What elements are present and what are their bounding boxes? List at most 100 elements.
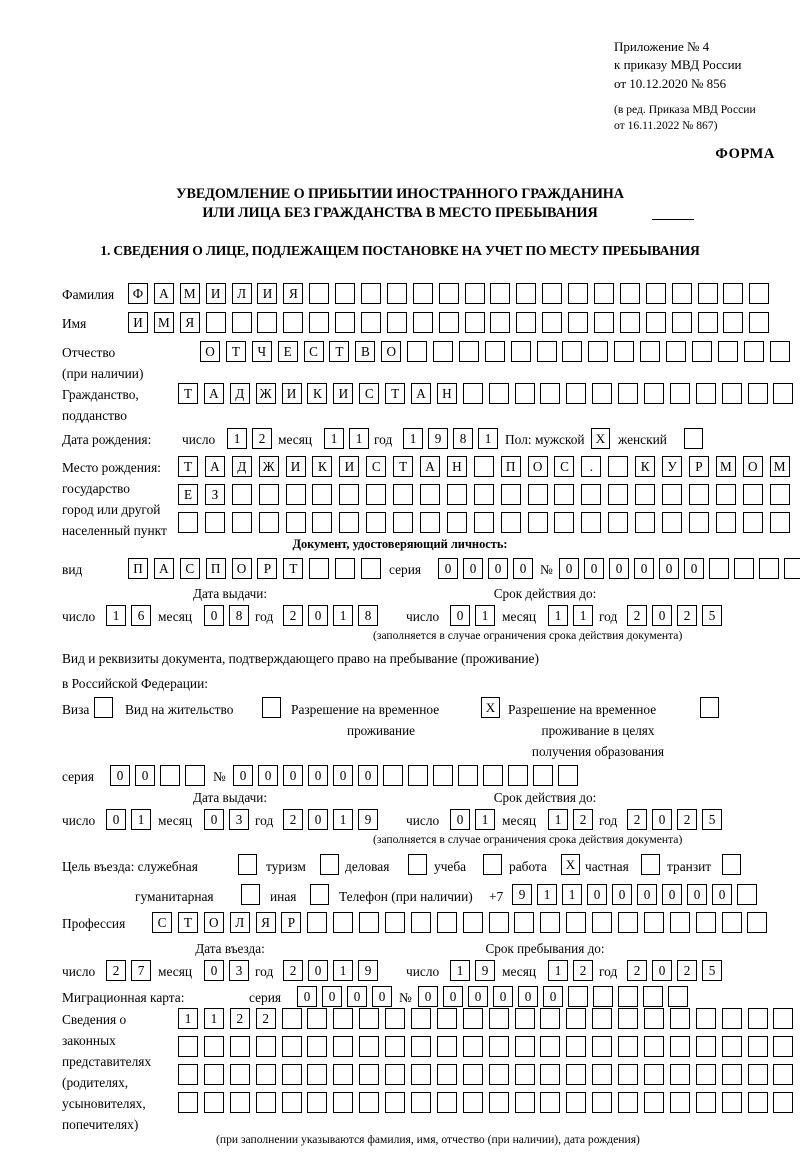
cell[interactable] (723, 312, 744, 333)
cell[interactable] (433, 341, 454, 362)
cell[interactable] (644, 1092, 665, 1113)
cell[interactable] (333, 1008, 354, 1029)
cell[interactable] (411, 1008, 432, 1029)
cell[interactable] (361, 283, 382, 304)
cell[interactable]: 0 (450, 809, 470, 830)
cell[interactable] (255, 1036, 276, 1057)
cell[interactable] (644, 1036, 665, 1057)
cell[interactable] (643, 986, 663, 1007)
cell[interactable]: 0 (513, 558, 533, 579)
legal-rep-row-4[interactable] (178, 1092, 799, 1113)
cell[interactable] (554, 512, 575, 533)
cell[interactable] (668, 986, 688, 1007)
cell[interactable]: 1 (548, 960, 568, 981)
checkbox-purpose-official[interactable] (238, 854, 257, 875)
cell[interactable]: 0 (106, 809, 126, 830)
cell[interactable]: Л (231, 283, 252, 304)
cell[interactable] (446, 484, 467, 505)
cell[interactable] (618, 1064, 639, 1085)
cell[interactable] (669, 1064, 690, 1085)
cell[interactable]: 1 (333, 960, 353, 981)
cell[interactable] (743, 341, 764, 362)
cell[interactable] (312, 512, 333, 533)
cell[interactable] (562, 341, 583, 362)
cell[interactable] (185, 765, 205, 786)
cell[interactable] (333, 1092, 354, 1113)
cell[interactable] (307, 1036, 328, 1057)
cell[interactable]: О (203, 912, 224, 933)
cell[interactable]: 1 (548, 809, 568, 830)
cell[interactable]: 2 (283, 605, 303, 626)
cell[interactable] (255, 1064, 276, 1085)
cell[interactable] (721, 1092, 742, 1113)
cell[interactable] (566, 383, 587, 404)
cell[interactable] (408, 765, 428, 786)
cell[interactable]: 0 (204, 605, 224, 626)
cell[interactable]: К (635, 456, 656, 477)
cell[interactable] (514, 1036, 535, 1057)
checkbox-visa[interactable] (94, 697, 113, 718)
cell[interactable]: . (581, 456, 602, 477)
cell[interactable] (178, 1092, 198, 1113)
checkbox-temp-residence[interactable]: X (481, 697, 500, 718)
cell[interactable] (366, 512, 387, 533)
cell[interactable] (464, 283, 485, 304)
cell[interactable] (635, 512, 656, 533)
cell[interactable] (412, 283, 433, 304)
cell[interactable] (594, 312, 615, 333)
cell[interactable] (309, 312, 330, 333)
cell[interactable] (618, 912, 639, 933)
cell[interactable] (723, 283, 744, 304)
cell[interactable]: М (179, 283, 200, 304)
cell[interactable]: 6 (131, 605, 151, 626)
cell[interactable]: Ч (251, 341, 272, 362)
cell[interactable] (359, 1008, 380, 1029)
cell[interactable]: 0 (687, 884, 707, 905)
checkbox-purpose-work[interactable]: X (561, 854, 580, 875)
cell[interactable] (640, 341, 661, 362)
cell[interactable]: Е (277, 341, 298, 362)
cell[interactable] (773, 383, 794, 404)
cell[interactable]: И (281, 383, 302, 404)
cell[interactable] (669, 383, 690, 404)
cell[interactable] (688, 512, 709, 533)
cell[interactable] (488, 1092, 509, 1113)
cell[interactable] (747, 1036, 768, 1057)
cell[interactable] (558, 765, 578, 786)
cell[interactable]: 9 (358, 809, 378, 830)
cell[interactable] (462, 1092, 483, 1113)
cell[interactable]: П (500, 456, 521, 477)
cell[interactable] (669, 912, 690, 933)
cell[interactable] (662, 484, 683, 505)
cell[interactable] (231, 484, 252, 505)
cell[interactable] (359, 912, 380, 933)
cell[interactable] (769, 484, 790, 505)
cell[interactable] (542, 283, 563, 304)
cell[interactable] (462, 1008, 483, 1029)
cell[interactable]: О (200, 341, 220, 362)
cell[interactable]: 2 (677, 960, 697, 981)
cell[interactable] (618, 383, 639, 404)
cell[interactable] (411, 1092, 432, 1113)
cell[interactable] (514, 912, 535, 933)
cell[interactable] (258, 484, 279, 505)
cell[interactable] (747, 1092, 768, 1113)
cell[interactable]: 0 (135, 765, 155, 786)
cell[interactable]: Ф (128, 283, 148, 304)
cell[interactable] (339, 484, 360, 505)
cell[interactable]: 0 (612, 884, 632, 905)
cell[interactable]: М (715, 456, 736, 477)
cell[interactable]: С (359, 383, 380, 404)
cell[interactable]: 0 (634, 558, 654, 579)
cell[interactable] (178, 512, 198, 533)
